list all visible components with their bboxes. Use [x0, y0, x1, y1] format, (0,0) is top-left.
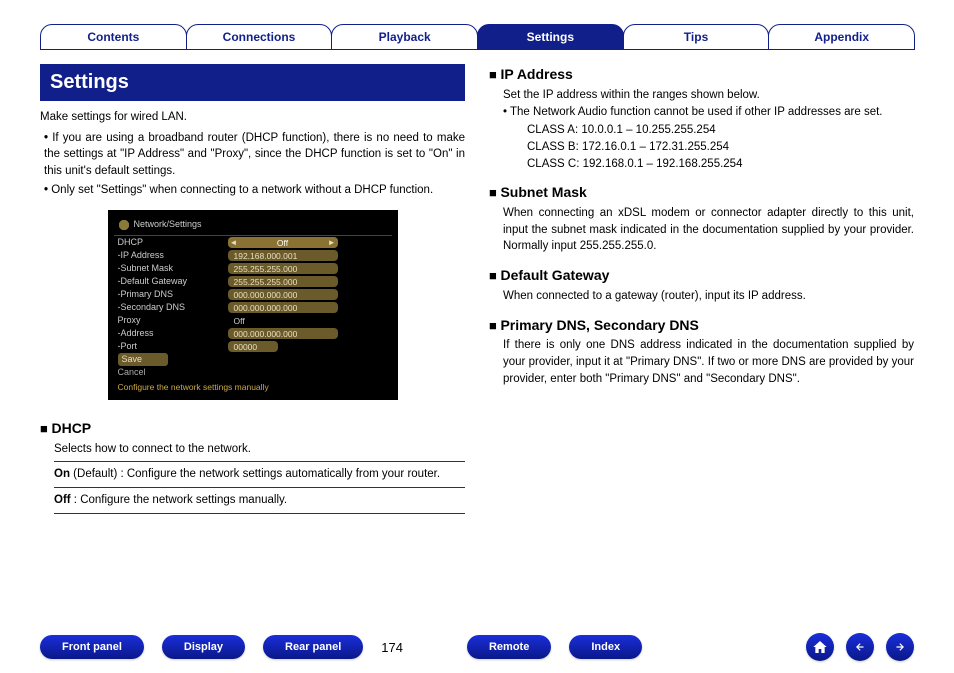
ip-class-c: CLASS C: 192.168.0.1 – 192.168.255.254	[527, 156, 914, 173]
gateway-desc: When connected to a gateway (router), in…	[503, 288, 914, 305]
right-column: IP Address Set the IP address within the…	[489, 64, 914, 518]
network-icon	[118, 219, 130, 231]
ss-label: -Primary DNS	[118, 288, 228, 301]
intro-bullets: If you are using a broadband router (DHC…	[40, 130, 465, 199]
ss-value: 000.000.000.000	[228, 289, 338, 300]
ss-label: -IP Address	[118, 249, 228, 262]
ss-label: -Default Gateway	[118, 275, 228, 288]
footer: Front panel Display Rear panel 174 Remot…	[40, 633, 914, 661]
ip-heading: IP Address	[489, 64, 914, 85]
ss-label: -Port	[118, 340, 228, 353]
ip-class-b: CLASS B: 172.16.0.1 – 172.31.255.254	[527, 139, 914, 156]
ss-value: 000.000.000.000	[228, 328, 338, 339]
remote-button[interactable]: Remote	[467, 635, 551, 659]
breadcrumb: Network/Settings	[134, 218, 202, 231]
ss-label: -Secondary DNS	[118, 301, 228, 314]
tab-tips[interactable]: Tips	[623, 24, 770, 50]
ip-class-a: CLASS A: 10.0.0.1 – 10.255.255.254	[527, 122, 914, 139]
ip-bullet: The Network Audio function cannot be use…	[503, 104, 914, 121]
home-icon[interactable]	[806, 633, 834, 661]
page-number: 174	[381, 640, 403, 655]
back-icon[interactable]	[846, 633, 874, 661]
ss-value: 00000	[228, 341, 278, 352]
ss-value: Off	[228, 315, 245, 327]
dns-heading: Primary DNS, Secondary DNS	[489, 315, 914, 336]
ip-line1: Set the IP address within the ranges sho…	[503, 87, 914, 104]
ss-label: -Subnet Mask	[118, 262, 228, 275]
divider	[54, 513, 465, 514]
dhcp-desc: Selects how to connect to the network.	[54, 441, 465, 458]
ss-footer: Configure the network settings manually	[114, 379, 392, 393]
ss-cancel: Cancel	[118, 366, 228, 379]
forward-icon[interactable]	[886, 633, 914, 661]
left-column: Settings Make settings for wired LAN. If…	[40, 64, 465, 518]
dhcp-off: Off : Configure the network settings man…	[54, 492, 465, 509]
tab-connections[interactable]: Connections	[186, 24, 333, 50]
tab-playback[interactable]: Playback	[331, 24, 478, 50]
ss-label: DHCP	[118, 236, 228, 249]
ss-value: 000.000.000.000	[228, 302, 338, 313]
ss-value: 192.168.000.001	[228, 250, 338, 261]
front-panel-button[interactable]: Front panel	[40, 635, 144, 659]
ss-label: -Address	[118, 327, 228, 340]
ss-value: 255.255.255.000	[228, 276, 338, 287]
subnet-desc: When connecting an xDSL modem or connect…	[503, 205, 914, 255]
tab-settings[interactable]: Settings	[477, 24, 624, 50]
dns-desc: If there is only one DNS address indicat…	[503, 337, 914, 387]
ss-value: ◄Off►	[228, 237, 338, 248]
tab-contents[interactable]: Contents	[40, 24, 187, 50]
rear-panel-button[interactable]: Rear panel	[263, 635, 363, 659]
tab-appendix[interactable]: Appendix	[768, 24, 915, 50]
nav-tabs: Contents Connections Playback Settings T…	[40, 24, 914, 50]
section-title: Settings	[40, 64, 465, 101]
divider	[54, 461, 465, 462]
divider	[54, 487, 465, 488]
dhcp-heading: DHCP	[40, 418, 465, 439]
index-button[interactable]: Index	[569, 635, 642, 659]
dhcp-on: On (Default) : Configure the network set…	[54, 466, 465, 483]
bullet-item: Only set "Settings" when connecting to a…	[44, 182, 465, 199]
bullet-item: If you are using a broadband router (DHC…	[44, 130, 465, 180]
ss-value: 255.255.255.000	[228, 263, 338, 274]
ss-label: Proxy	[118, 314, 228, 327]
subnet-heading: Subnet Mask	[489, 182, 914, 203]
intro-text: Make settings for wired LAN.	[40, 109, 465, 126]
gateway-heading: Default Gateway	[489, 265, 914, 286]
settings-screenshot: Network/Settings DHCP◄Off► -IP Address19…	[108, 210, 398, 399]
ss-save: Save	[118, 353, 168, 366]
display-button[interactable]: Display	[162, 635, 245, 659]
